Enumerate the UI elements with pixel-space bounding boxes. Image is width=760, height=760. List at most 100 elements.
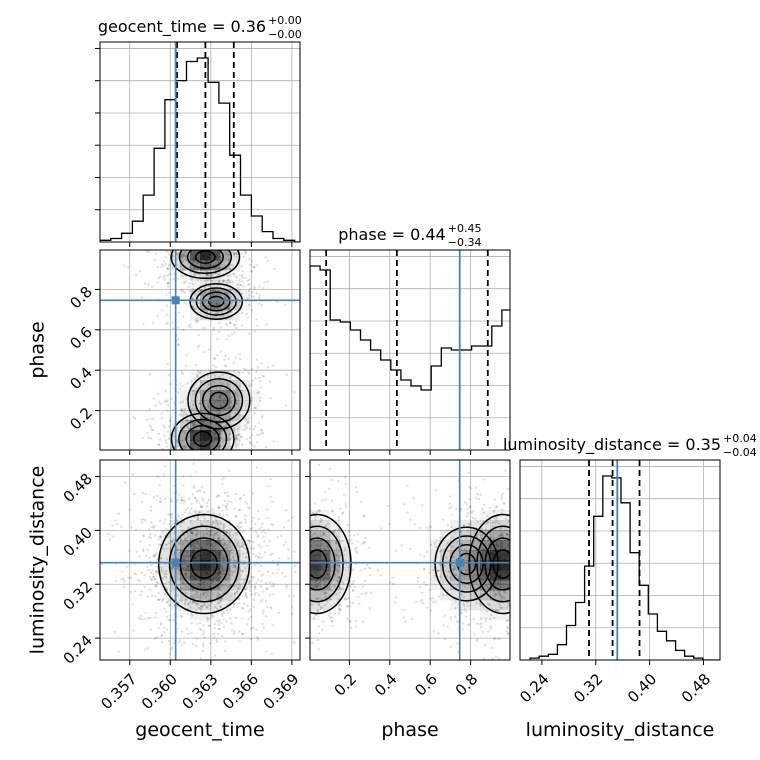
sample-point [181,372,184,376]
sample-point [210,547,213,551]
sample-point [306,509,308,511]
sample-point [108,538,112,541]
sample-point [203,636,206,639]
sample-point [223,470,225,472]
sample-point [236,443,240,446]
sample-point [219,350,222,353]
sample-point [465,503,468,506]
sample-point [333,529,336,533]
sample-point [208,624,211,627]
sample-point [222,570,225,573]
contour-line [190,549,218,579]
sample-point [200,505,203,508]
sample-point [233,251,236,254]
sample-point [289,552,291,554]
sample-point [210,528,213,531]
sample-point [259,585,262,588]
sample-point [207,234,209,236]
sample-point [275,300,279,303]
sample-point [495,519,499,522]
sample-point [123,264,126,268]
sample-point [517,569,519,571]
sample-point [530,586,532,588]
sample-point [266,570,270,573]
density-cell [230,440,241,450]
sample-point [421,591,424,595]
sample-point [223,534,226,537]
sample-point [245,438,248,441]
sample-point [167,267,170,271]
sample-point [122,577,125,580]
sample-point [312,585,316,588]
sample-point [192,588,195,591]
density-cell [190,610,201,621]
contour-line [194,378,244,423]
sample-point [224,424,228,427]
sample-point [279,605,281,607]
sample-point [180,599,184,602]
sample-point [140,500,144,504]
sample-point [171,517,175,520]
sample-point [419,553,422,557]
sample-point [418,526,421,530]
sample-point [493,589,496,593]
sample-point [248,287,252,290]
sample-point [198,501,201,504]
sample-point [225,423,228,427]
sample-point [262,375,266,378]
sample-point [283,546,285,548]
y-tick-label: 0.40 [60,524,96,560]
sample-point [185,412,188,416]
sample-point [165,615,169,619]
sample-point [402,616,405,619]
sample-point [460,593,464,596]
sample-point [293,558,295,560]
sample-point [183,282,186,285]
sample-point [202,376,205,379]
sample-point [201,237,203,239]
sample-point [516,551,518,553]
sample-point [207,383,210,386]
sample-point [164,497,167,500]
sample-point [240,633,244,636]
sample-point [208,457,210,459]
joint-luminosity_distance-vs-phase [279,460,545,660]
sample-point [433,574,436,577]
sample-point [259,396,262,400]
sample-point [442,624,445,627]
sample-point [303,562,305,564]
sample-point [357,595,360,599]
sample-point [243,580,246,583]
sample-point [513,602,515,604]
sample-point [255,628,258,631]
sample-point [246,623,249,626]
sample-point [178,641,181,644]
panel-frame [99,249,301,451]
sample-point [198,451,200,453]
sample-point [210,543,213,546]
sample-point [414,601,418,604]
sample-point [241,552,245,555]
sample-point [231,245,233,247]
sample-point [465,569,468,572]
sample-point [364,536,367,539]
sample-point [188,236,190,238]
contour-line [310,513,352,615]
sample-point [246,456,248,458]
sample-point [163,607,166,610]
sample-point [296,578,298,580]
sample-point [169,519,173,523]
sample-point [197,453,199,455]
sample-point [241,582,245,585]
sample-point [543,535,545,537]
sample-point [126,266,130,269]
sample-point [195,637,199,640]
sample-point [456,620,459,623]
sample-point [222,529,225,532]
sample-point [208,617,211,620]
sample-point [488,617,492,620]
sample-point [225,338,228,341]
sample-point [510,564,512,566]
sample-point [319,607,323,610]
sample-point [493,616,496,620]
